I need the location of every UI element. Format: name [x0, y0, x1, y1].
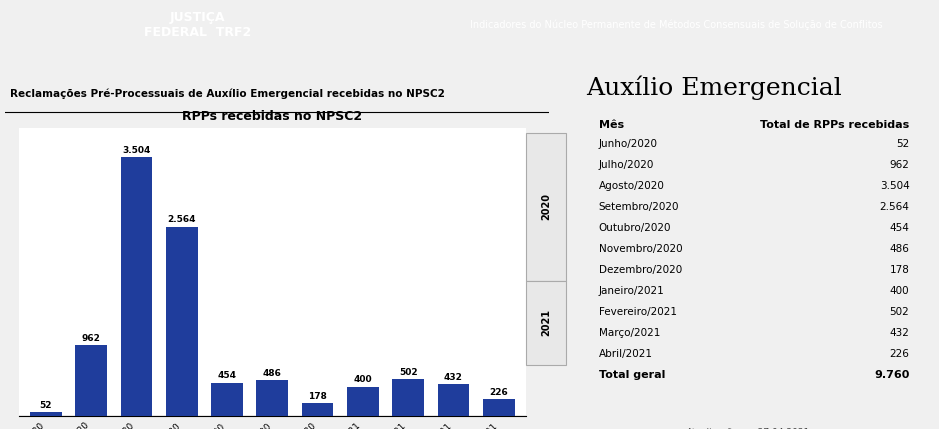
Text: 2.564: 2.564 — [880, 202, 909, 212]
Bar — [75, 345, 107, 416]
Text: 432: 432 — [889, 328, 909, 338]
Bar — [166, 227, 197, 416]
Text: Junho/2020: Junho/2020 — [598, 139, 657, 148]
Bar — [483, 399, 515, 416]
Title: RPPs recebidas no NPSC2: RPPs recebidas no NPSC2 — [182, 109, 362, 123]
Bar — [256, 380, 288, 416]
Text: Janeiro/2021: Janeiro/2021 — [598, 286, 664, 296]
Text: Agosto/2020: Agosto/2020 — [598, 181, 665, 191]
Text: Fevereiro/2021: Fevereiro/2021 — [598, 307, 676, 317]
Bar — [30, 412, 62, 416]
Text: Total de RPPs recebidas: Total de RPPs recebidas — [761, 120, 909, 130]
Text: 502: 502 — [889, 307, 909, 317]
Text: 178: 178 — [308, 392, 327, 401]
Text: 52: 52 — [896, 139, 909, 148]
Text: Março/2021: Março/2021 — [598, 328, 660, 338]
Text: Setembro/2020: Setembro/2020 — [598, 202, 679, 212]
Text: 502: 502 — [399, 368, 418, 377]
Text: 226: 226 — [889, 349, 909, 360]
FancyBboxPatch shape — [526, 281, 566, 365]
Text: 3.504: 3.504 — [122, 146, 150, 155]
Text: 2021: 2021 — [541, 309, 551, 336]
Text: 454: 454 — [889, 223, 909, 233]
Text: Outubro/2020: Outubro/2020 — [598, 223, 671, 233]
Text: 178: 178 — [889, 265, 909, 275]
Text: 486: 486 — [889, 244, 909, 254]
Text: Total geral: Total geral — [598, 371, 665, 381]
Text: Atualização em 27.04.2021: Atualização em 27.04.2021 — [686, 428, 809, 429]
Text: 3.504: 3.504 — [880, 181, 909, 191]
Text: 962: 962 — [82, 334, 100, 343]
Text: 454: 454 — [218, 372, 237, 381]
Text: Indicadores do Núcleo Permanente de Métodos Consensuais de Solução de Conflitos: Indicadores do Núcleo Permanente de Méto… — [470, 19, 883, 30]
Text: Julho/2020: Julho/2020 — [598, 160, 654, 170]
Text: 486: 486 — [263, 369, 282, 378]
Text: Mês: Mês — [598, 120, 623, 130]
Text: 400: 400 — [890, 286, 909, 296]
Text: Dezembro/2020: Dezembro/2020 — [598, 265, 682, 275]
Bar — [347, 387, 378, 416]
Text: 962: 962 — [889, 160, 909, 170]
Text: 9.760: 9.760 — [874, 371, 909, 381]
Bar — [120, 157, 152, 416]
Text: 52: 52 — [39, 401, 53, 410]
Text: 432: 432 — [444, 373, 463, 382]
Text: Auxílio Emergencial: Auxílio Emergencial — [586, 75, 841, 100]
FancyBboxPatch shape — [526, 133, 566, 281]
Text: Reclamações Pré-Processuais de Auxílio Emergencial recebidas no NPSC2: Reclamações Pré-Processuais de Auxílio E… — [10, 89, 445, 99]
Bar — [301, 403, 333, 416]
Text: 226: 226 — [489, 388, 508, 397]
Bar — [438, 384, 470, 416]
Text: JUSTIÇA
FEDERAL  TRF2: JUSTIÇA FEDERAL TRF2 — [144, 11, 251, 39]
Text: 2.564: 2.564 — [167, 215, 196, 224]
Text: Novembro/2020: Novembro/2020 — [598, 244, 682, 254]
Text: Abril/2021: Abril/2021 — [598, 349, 653, 360]
Text: 400: 400 — [354, 375, 372, 384]
Bar — [393, 379, 424, 416]
Bar — [211, 383, 243, 416]
Text: 2020: 2020 — [541, 193, 551, 221]
